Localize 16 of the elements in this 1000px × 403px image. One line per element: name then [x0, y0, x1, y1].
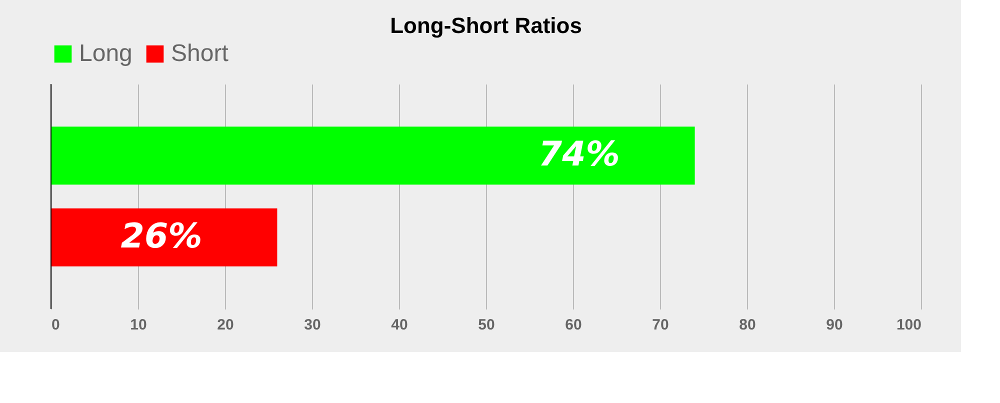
legend-label: Short: [171, 40, 229, 67]
data-label: 26%: [120, 216, 202, 256]
x-tick-label: 0: [52, 316, 60, 334]
x-tick-label: 40: [391, 316, 408, 334]
chart-title: Long-Short Ratios: [390, 13, 582, 38]
x-tick-label: 50: [478, 316, 495, 334]
legend-label: Long: [79, 40, 132, 67]
x-tick-label: 90: [826, 316, 843, 334]
x-tick-label: 30: [304, 316, 321, 334]
data-label: 74%: [538, 134, 620, 175]
x-tick-label: 20: [217, 316, 234, 334]
x-tick-label: 70: [652, 316, 669, 334]
x-tick-label: 100: [896, 316, 922, 334]
x-tick-label: 10: [130, 316, 147, 334]
x-tick-label: 60: [565, 316, 582, 334]
x-tick-label: 80: [739, 316, 756, 334]
